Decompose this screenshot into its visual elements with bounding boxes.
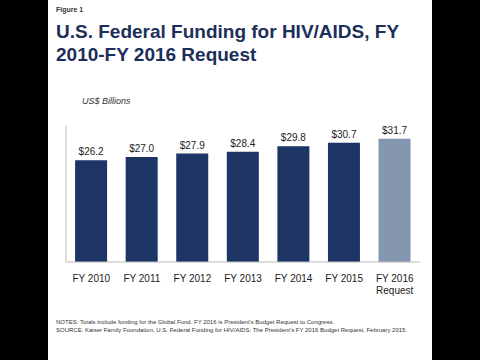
svg-text:$27.9: $27.9: [180, 140, 205, 151]
svg-text:$31.7: $31.7: [382, 125, 407, 136]
svg-text:FY 2015: FY 2015: [325, 273, 363, 284]
svg-text:$30.7: $30.7: [331, 129, 356, 140]
svg-text:FY 2013: FY 2013: [224, 273, 262, 284]
svg-text:FY 2010: FY 2010: [72, 273, 110, 284]
svg-text:FY 2011: FY 2011: [123, 273, 160, 284]
svg-text:FY 2016Request: FY 2016Request: [376, 273, 414, 296]
html-text:NOTES: Totals include funding: NOTES: Totals include funding for the Gl…: [56, 319, 335, 325]
html-text:US$ Billions: US$ Billions: [82, 96, 131, 106]
svg-text:FY 2012: FY 2012: [174, 273, 212, 284]
html-text:SOURCE: Kaiser Family Foundati: SOURCE: Kaiser Family Foundation, U.S. F…: [56, 327, 408, 333]
svg-text:$26.2: $26.2: [79, 146, 104, 157]
svg-text:FY 2014: FY 2014: [275, 273, 313, 284]
html-text:Figure 1: Figure 1: [56, 6, 84, 13]
svg-text:$27.0: $27.0: [129, 143, 154, 154]
svg-text:$28.4: $28.4: [230, 138, 255, 149]
html-text:U.S. Federal Funding for HIV/A: U.S. Federal Funding for HIV/AIDS, FY 20…: [56, 21, 399, 65]
svg-text:$29.8: $29.8: [281, 132, 306, 143]
